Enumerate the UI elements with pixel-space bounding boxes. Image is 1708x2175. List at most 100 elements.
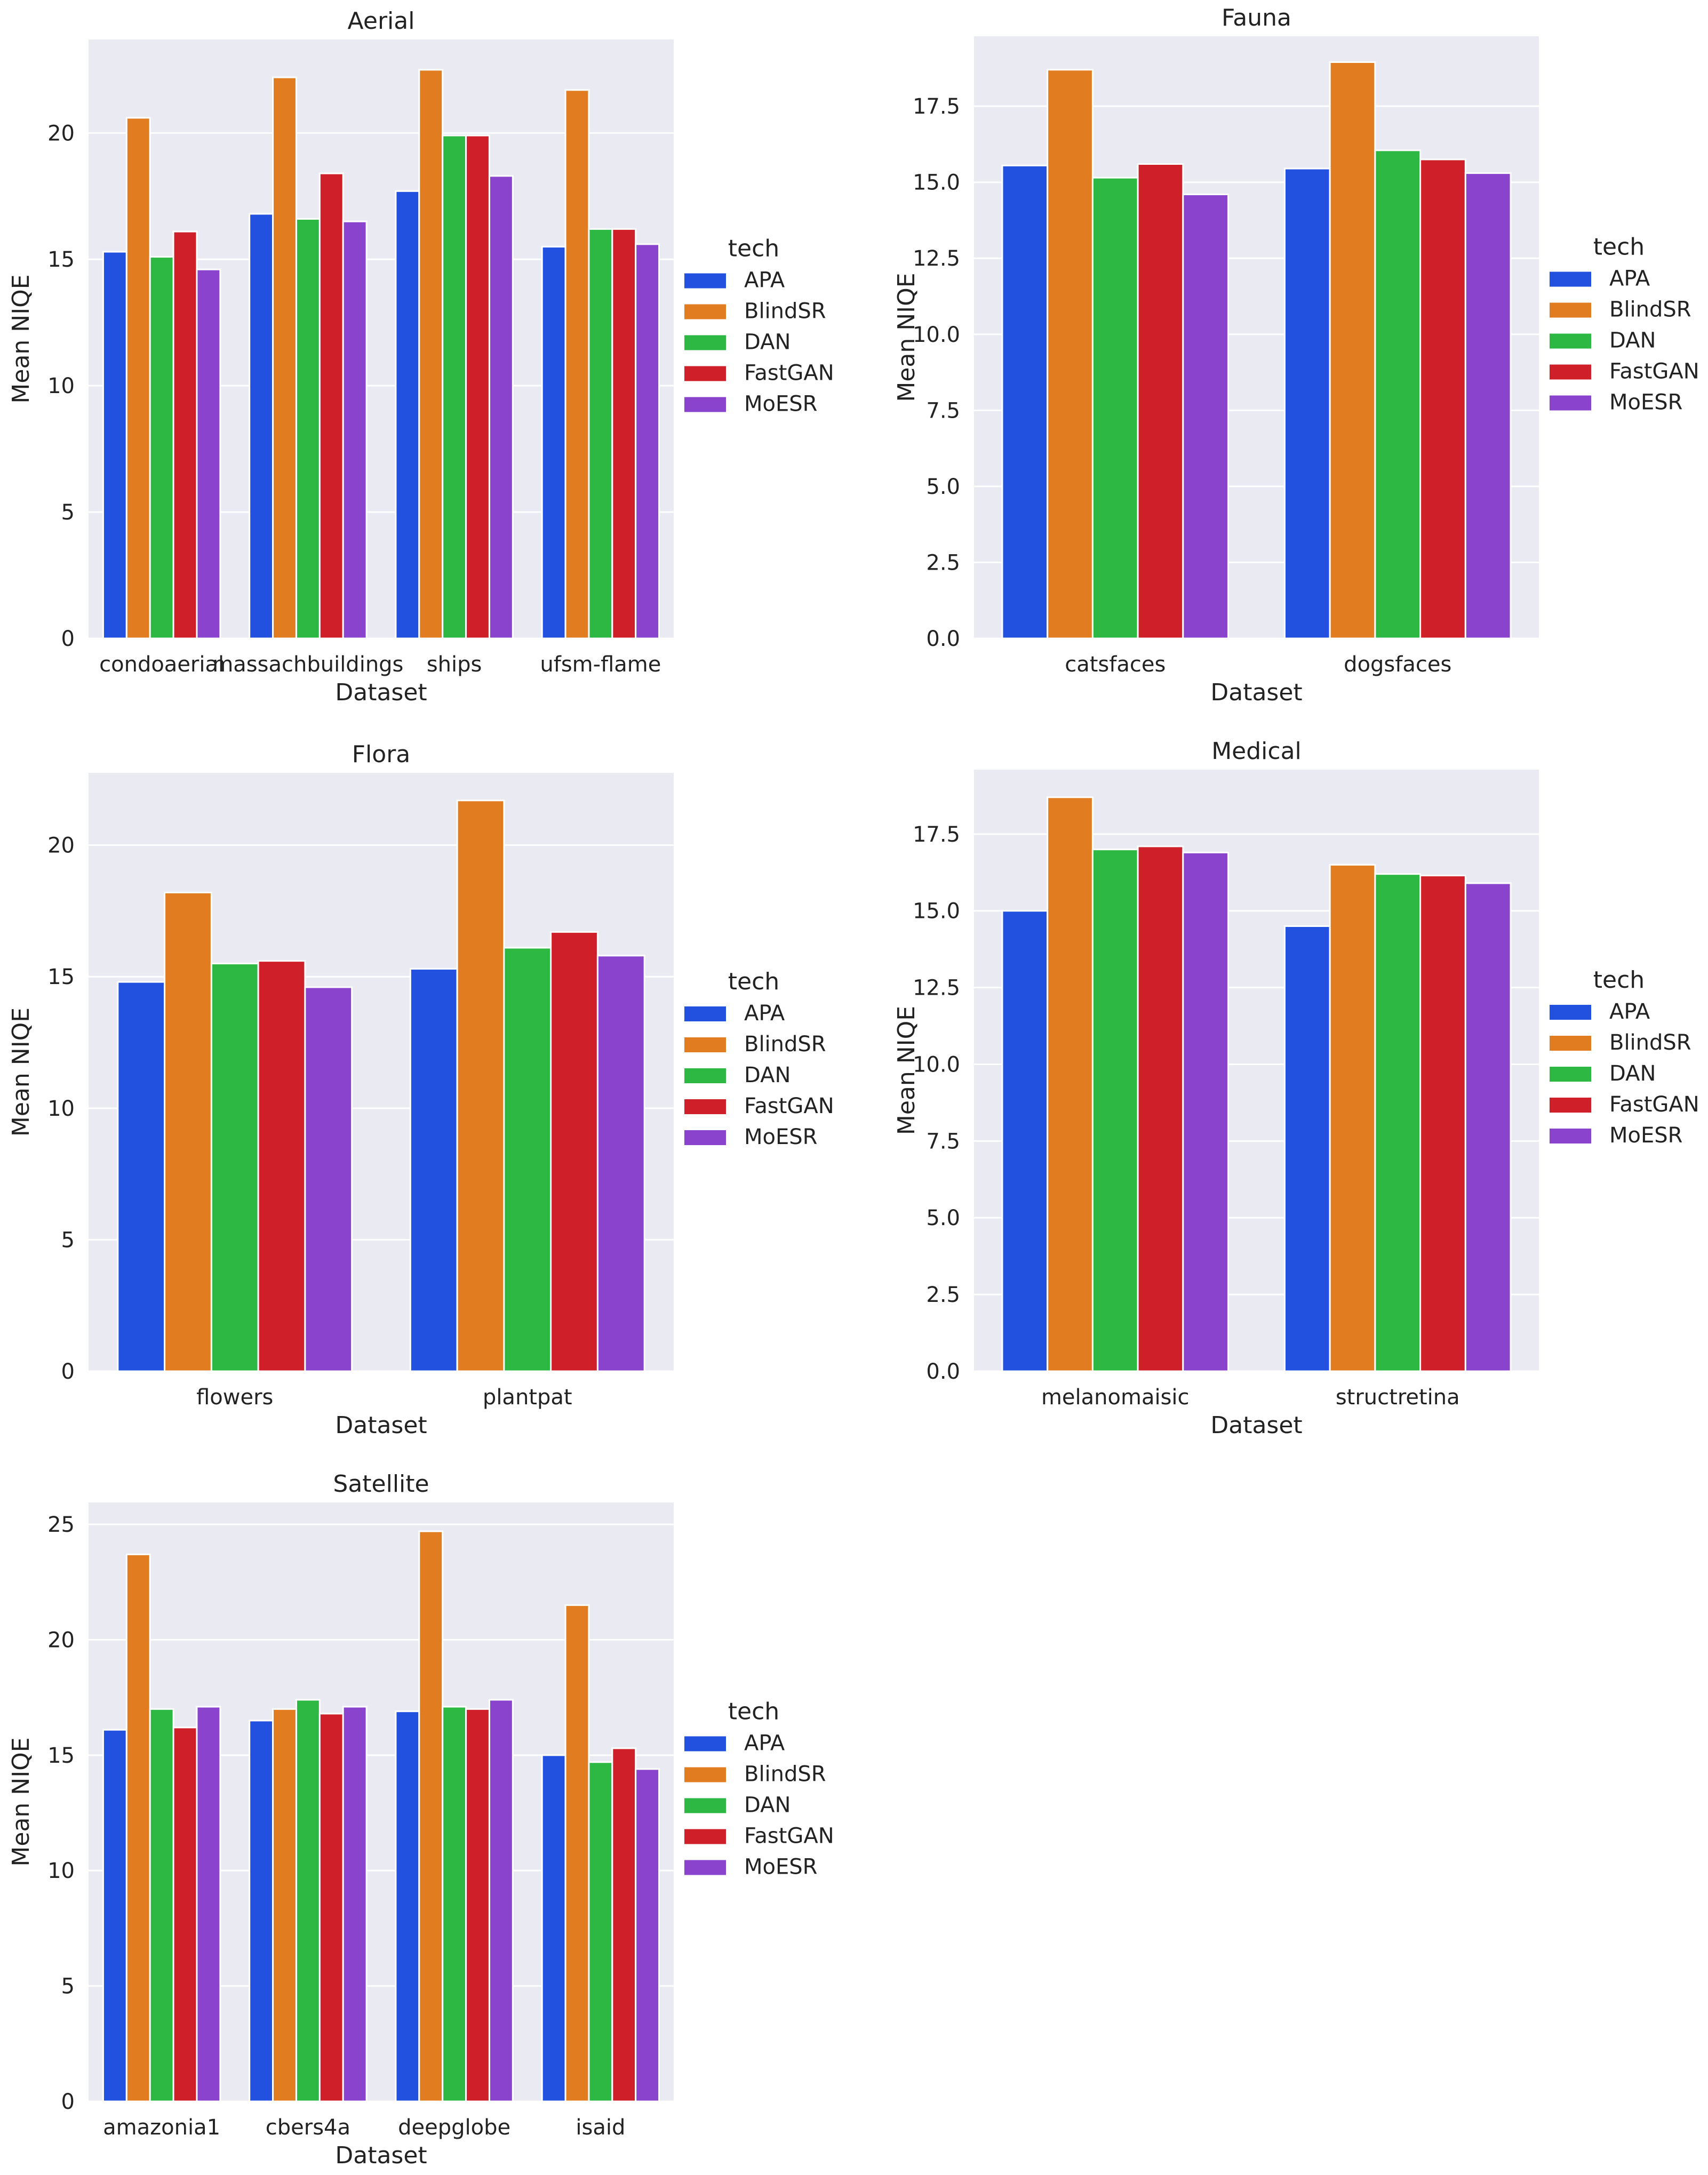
x-axis-label: Dataset xyxy=(1210,1412,1302,1439)
bar-blindsr-melanomaisic xyxy=(1047,796,1094,1372)
legend-swatch-apa xyxy=(1550,1005,1591,1020)
x-tick-label: condoaerial xyxy=(99,652,224,677)
panel-flora: 0 5 10 15 20 flowers plantpat Flora Dataset Mean … xyxy=(7,741,834,1439)
y-tick-label: 17.5 xyxy=(913,822,960,847)
y-tick-label: 7.5 xyxy=(926,1129,960,1154)
legend-label-dan: DAN xyxy=(744,1063,791,1088)
bar-apa-ufsm-flame xyxy=(541,246,566,639)
bar-dan-cbers4a xyxy=(295,1699,321,2102)
bar-apa-amazonia1 xyxy=(102,1729,127,2102)
legend-swatch-fastgan xyxy=(684,366,726,381)
legend-swatch-blindsr xyxy=(1550,1036,1591,1051)
x-tick-label: ufsm-flame xyxy=(540,652,661,677)
y-tick-label: 10 xyxy=(47,374,75,398)
y-tick-label: 5.0 xyxy=(926,475,960,499)
bar-dan-melanomaisic xyxy=(1091,849,1139,1372)
x-tick-label: deepglobe xyxy=(398,2115,510,2140)
y-tick-label: 0 xyxy=(61,2090,75,2114)
bar-fastgan-cbers4a xyxy=(318,1713,344,2102)
bar-fastgan-structretina xyxy=(1419,875,1466,1372)
legend-swatch-dan xyxy=(1550,333,1591,349)
x-tick-label: cbers4a xyxy=(266,2115,350,2140)
y-axis-label: Mean NIQE xyxy=(7,1737,35,1866)
panel-title: Satellite xyxy=(333,1470,429,1498)
bar-fastgan-catsfaces xyxy=(1137,163,1184,639)
legend-label-dan: DAN xyxy=(1609,1061,1656,1086)
bar-fastgan-deepglobe xyxy=(465,1708,490,2102)
x-tick-label: dogsfaces xyxy=(1344,652,1451,677)
bar-dan-plantpat xyxy=(503,947,552,1372)
x-tick-label: plantpat xyxy=(483,1385,572,1410)
bar-moesr-cbers4a xyxy=(342,1706,368,2102)
legend-title: tech xyxy=(728,235,779,262)
legend: tech APA BlindSR DAN FastGAN MoESR xyxy=(1550,966,1699,1148)
legend: tech APA BlindSR DAN FastGAN MoESR xyxy=(684,235,834,417)
x-tick-label: melanomaisic xyxy=(1041,1385,1190,1410)
bar-blindsr-catsfaces xyxy=(1047,69,1094,639)
legend-title: tech xyxy=(1593,966,1645,994)
legend-label-dan: DAN xyxy=(1609,329,1656,353)
legend-swatch-fastgan xyxy=(1550,1098,1591,1113)
bar-apa-deepglobe xyxy=(395,1710,420,2102)
legend-title: tech xyxy=(728,968,779,995)
x-axis-label: Dataset xyxy=(1210,679,1302,706)
bar-blindsr-dogsfaces xyxy=(1329,61,1376,639)
legend-swatch-dan xyxy=(1550,1067,1591,1082)
y-tick-label: 15.0 xyxy=(913,899,960,924)
bar-moesr-condoaerial xyxy=(196,268,221,639)
bar-moesr-ships xyxy=(488,175,514,639)
bar-apa-ships xyxy=(395,190,420,639)
bar-apa-melanomaisic xyxy=(1001,910,1049,1372)
y-tick-label: 15 xyxy=(47,965,75,989)
bar-moesr-flowers xyxy=(304,986,353,1372)
legend-label-moesr: MoESR xyxy=(744,1125,817,1149)
bar-apa-dogsfaces xyxy=(1283,167,1331,639)
bar-dan-condoaerial xyxy=(149,256,174,639)
legend-label-fastgan: FastGAN xyxy=(744,1824,834,1849)
bar-apa-isaid xyxy=(541,1754,566,2102)
y-tick-label: 20 xyxy=(47,1628,75,1652)
y-tick-label: 5 xyxy=(61,1228,75,1252)
bar-blindsr-isaid xyxy=(564,1604,590,2102)
y-tick-label: 2.5 xyxy=(926,1283,960,1307)
legend-label-moesr: MoESR xyxy=(744,1855,817,1880)
y-axis-label: Mean NIQE xyxy=(7,274,35,403)
legend-label-blindsr: BlindSR xyxy=(1609,1030,1691,1055)
legend-swatch-apa xyxy=(1550,271,1591,287)
bar-fastgan-isaid xyxy=(611,1747,637,2102)
y-tick-label: 15.0 xyxy=(913,171,960,195)
bar-dan-flowers xyxy=(210,963,259,1372)
y-tick-label: 0.0 xyxy=(926,627,960,651)
legend-swatch-dan xyxy=(684,1798,726,1813)
panel-fauna: 0.0 2.5 5.0 7.5 10.0 12.5 15.0 17.5 catsfaces dog… xyxy=(893,4,1699,706)
bar-fastgan-plantpat xyxy=(550,931,598,1372)
legend-swatch-fastgan xyxy=(684,1829,726,1844)
bar-blindsr-structretina xyxy=(1329,863,1376,1372)
bar-apa-catsfaces xyxy=(1001,164,1049,639)
bar-apa-massachbuildings xyxy=(249,213,274,639)
bar-dan-ships xyxy=(442,134,467,639)
bar-fastgan-dogsfaces xyxy=(1419,158,1466,639)
legend-label-apa: APA xyxy=(744,268,785,293)
legend-label-dan: DAN xyxy=(744,330,791,355)
bar-moesr-plantpat xyxy=(596,955,645,1372)
x-tick-label: catsfaces xyxy=(1065,652,1166,677)
bar-apa-structretina xyxy=(1283,925,1331,1372)
y-tick-label: 20 xyxy=(47,121,75,146)
y-tick-label: 25 xyxy=(47,1513,75,1537)
y-tick-label: 5 xyxy=(61,500,75,525)
bar-moesr-amazonia1 xyxy=(196,1706,221,2102)
legend-swatch-dan xyxy=(684,1068,726,1083)
bar-blindsr-cbers4a xyxy=(272,1708,297,2102)
y-tick-label: 10.0 xyxy=(913,1052,960,1077)
x-tick-label: amazonia1 xyxy=(103,2115,220,2140)
legend-label-fastgan: FastGAN xyxy=(1609,1092,1699,1117)
bar-dan-dogsfaces xyxy=(1374,149,1422,639)
legend-label-blindsr: BlindSR xyxy=(1609,298,1691,322)
x-tick-label: structretina xyxy=(1336,1385,1460,1410)
y-tick-label: 10 xyxy=(47,1859,75,1883)
panel-title: Aerial xyxy=(348,7,415,35)
legend-label-fastgan: FastGAN xyxy=(744,1094,834,1118)
panel-title: Fauna xyxy=(1222,4,1291,31)
